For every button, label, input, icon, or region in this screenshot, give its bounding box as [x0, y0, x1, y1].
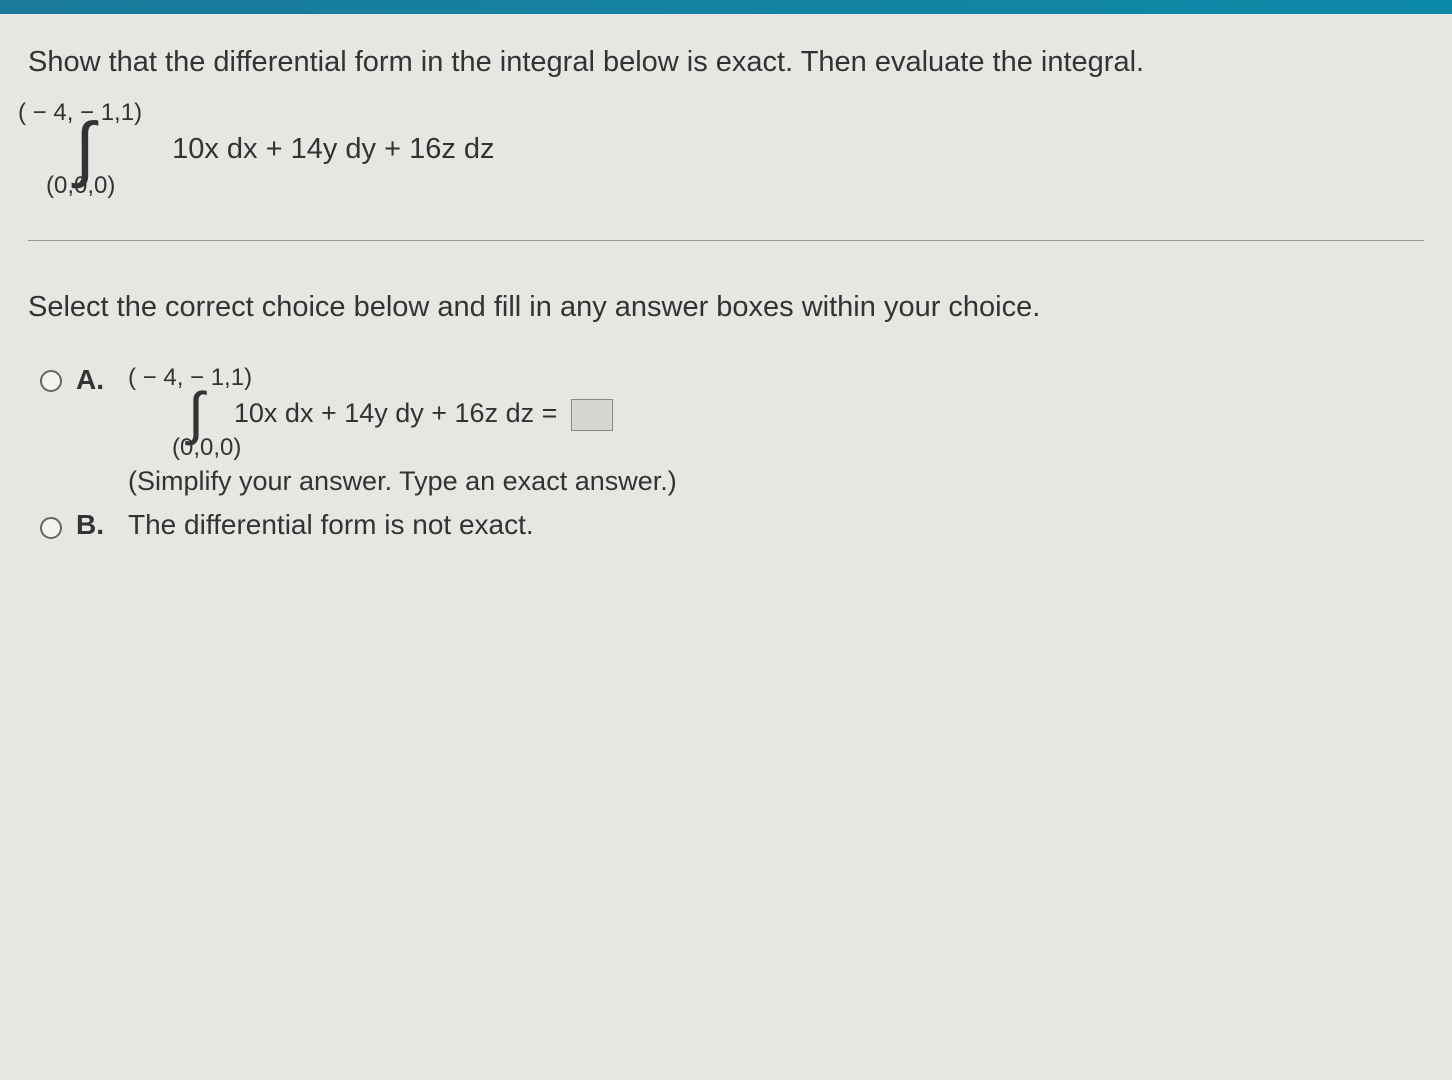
integral-lower-limit: (0,0,0): [46, 172, 115, 200]
question-content: Show that the differential form in the i…: [0, 14, 1452, 541]
choice-a-lower-limit: (0,0,0): [172, 434, 677, 462]
integral-symbol-group: ( − 4, − 1,1) ∫ (0,0,0): [28, 99, 142, 201]
answer-input-box[interactable]: [571, 399, 613, 431]
question-prompt: Show that the differential form in the i…: [28, 42, 1424, 83]
choice-b-text: The differential form is not exact.: [128, 509, 534, 541]
integral-sign-icon: ∫: [75, 121, 95, 179]
section-divider: [28, 240, 1424, 241]
choice-a-integral-sign-icon: ∫: [188, 388, 204, 440]
window-top-bar: [0, 0, 1452, 14]
radio-choice-b[interactable]: [40, 517, 62, 539]
integrand-expression: 10x dx + 14y dy + 16z dz: [172, 133, 494, 166]
choice-a-row: A. ( − 4, − 1,1) ∫ 10x dx + 14y dy + 16z…: [40, 364, 1424, 497]
radio-choice-a[interactable]: [40, 370, 62, 392]
instruction-text: Select the correct choice below and fill…: [28, 291, 1424, 324]
main-integral: ( − 4, − 1,1) ∫ (0,0,0) 10x dx + 14y dy …: [28, 99, 1424, 201]
choice-a-integrand: 10x dx + 14y dy + 16z dz =: [234, 398, 613, 431]
choice-b-row: B. The differential form is not exact.: [40, 509, 1424, 541]
choice-a-hint: (Simplify your answer. Type an exact ans…: [128, 466, 677, 497]
choice-a-integral-group: ( − 4, − 1,1) ∫ 10x dx + 14y dy + 16z dz…: [128, 364, 677, 462]
choice-a-label: A.: [76, 364, 110, 396]
choice-a-content: ( − 4, − 1,1) ∫ 10x dx + 14y dy + 16z dz…: [128, 364, 677, 497]
choice-a-integrand-text: 10x dx + 14y dy + 16z dz =: [234, 398, 557, 428]
choice-b-label: B.: [76, 509, 110, 541]
choice-a-integral-row: ∫ 10x dx + 14y dy + 16z dz =: [128, 388, 677, 440]
